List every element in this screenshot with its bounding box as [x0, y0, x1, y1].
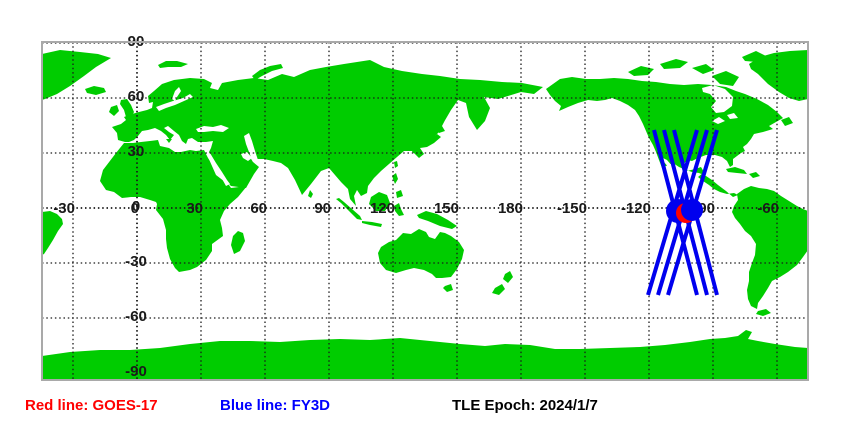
landmass-baffin [712, 71, 739, 86]
landmass-svalbard [158, 61, 188, 68]
landmass-taiwan [394, 161, 398, 168]
lat-label-60: 60 [128, 88, 145, 105]
landmass-sakhalin [440, 108, 447, 127]
landmass-brazil-east-wrap [42, 211, 63, 255]
great-lakes-west [712, 117, 725, 124]
landmass-africa [100, 140, 247, 272]
landmass-arctic-island-1 [628, 66, 654, 76]
legend-fy3d: Blue line: FY3D [220, 397, 331, 414]
landmass-nz-north [503, 271, 513, 283]
great-lakes-east [727, 113, 738, 119]
red-sea [206, 153, 230, 186]
lon-label-90: 90 [314, 200, 331, 217]
landmass-tierra-del-fuego [756, 309, 771, 316]
landmass-ireland [109, 105, 119, 116]
satellite-markers [666, 199, 703, 223]
lon-label-60: 60 [250, 200, 267, 217]
legend-goes17: Red line: GOES-17 [25, 397, 158, 414]
lon-label-120: 120 [370, 200, 395, 217]
persian-gulf [241, 152, 252, 161]
landmass-hokkaido [436, 126, 445, 133]
landmass-java [362, 221, 382, 227]
lat-label-0: 0 [132, 198, 140, 215]
landmass-uk [120, 99, 134, 118]
landmass-sumatra [336, 198, 362, 220]
axis-labels: -30 0 30 60 90 120 150 180 -150 -120 -90 -609060300… [53, 33, 779, 380]
fy3d-position [681, 199, 703, 221]
caspian-sea [244, 133, 258, 162]
landmass-new-guinea [417, 211, 457, 229]
lat-label-30: 30 [128, 143, 145, 160]
landmass-nz-south [492, 284, 505, 295]
landmass-hispaniola [749, 172, 760, 178]
lat-label--90: -90 [125, 363, 147, 380]
sea-overlays [156, 85, 738, 186]
lon-label--60: -60 [757, 200, 779, 217]
black-sea [196, 125, 229, 132]
landmass-australia [378, 229, 464, 278]
landmass-madagascar [231, 231, 245, 254]
landmass-cuba [726, 167, 747, 174]
landmass-south-america [732, 186, 808, 309]
lon-label-30: 30 [186, 200, 203, 217]
lon-label-150: 150 [434, 200, 459, 217]
legend: Red line: GOES-17 Blue line: FY3D TLE Ep… [0, 397, 850, 419]
landmass-arctic-island-2 [660, 59, 688, 69]
gulf-of-bothnia [172, 87, 181, 101]
baltic-sea [156, 94, 193, 111]
hudson-bay [702, 85, 733, 113]
landmass-arctic-island-3 [692, 64, 714, 74]
map-border [41, 41, 809, 381]
landmass-newfoundland [781, 117, 793, 126]
landmass-honshu [420, 134, 441, 148]
landmass-west-greenland [749, 50, 808, 101]
landmass-borneo [369, 192, 390, 211]
landmass-east-greenland [42, 50, 111, 100]
landmass-iceland [85, 86, 106, 95]
lon-label--30: -30 [53, 200, 75, 217]
landmass-sulawesi [394, 203, 404, 216]
landmass-antarctica [42, 330, 808, 380]
lat-label--60: -60 [125, 308, 147, 325]
lon-label-0: 0 [131, 200, 139, 217]
lon-label--150: -150 [557, 200, 587, 217]
landmass-sri-lanka [308, 190, 313, 198]
landmass-tasmania [443, 284, 453, 292]
lat-label--30: -30 [125, 253, 147, 270]
legend-tle-epoch: TLE Epoch: 2024/1/7 [452, 397, 598, 414]
landmass-mindanao [396, 190, 403, 198]
landmass-sicily [166, 139, 172, 143]
lon-label-180: 180 [498, 200, 523, 217]
landmass-novaya-zemlya [252, 64, 283, 80]
lon-label--120: -120 [621, 200, 651, 217]
